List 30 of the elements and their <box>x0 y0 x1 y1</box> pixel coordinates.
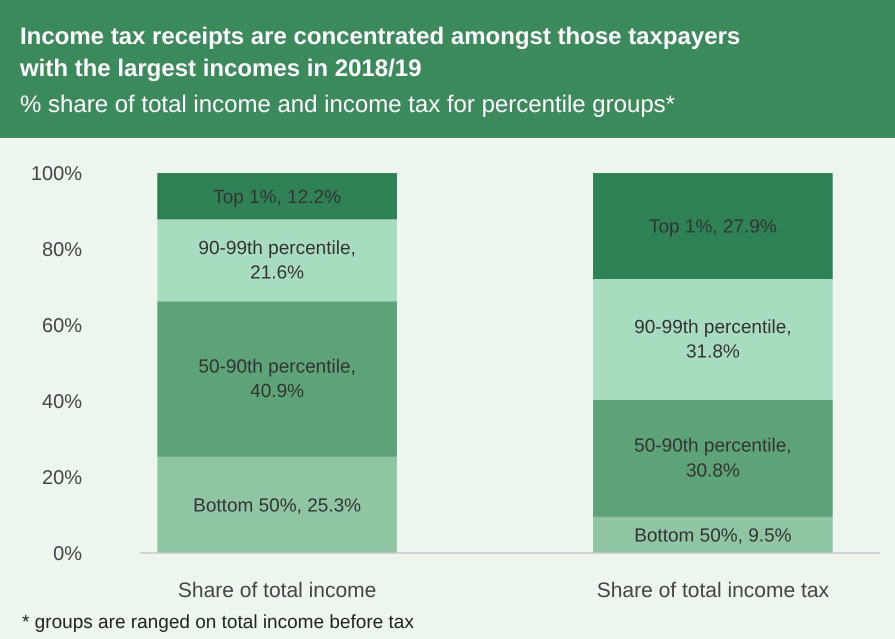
text: 90-99th percentile, <box>634 316 792 338</box>
data-label: 40.9% <box>250 381 304 402</box>
bar <box>157 219 397 302</box>
data-label: 21.6% <box>250 262 304 284</box>
y-tick-label: 80% <box>42 239 82 261</box>
chart-title: Income tax receipts are concentrated amongst those taxpayers with the largest incomes in 2018/19 <box>19 23 740 82</box>
y-tick-label: 0% <box>53 543 82 565</box>
data-label: 31.8% <box>686 341 740 362</box>
bar <box>593 400 833 517</box>
y-tick-label: 60% <box>42 315 82 337</box>
bar <box>593 173 833 280</box>
text: Bottom 50%, 9.5% <box>634 526 792 547</box>
y-tick-label: 40% <box>42 391 82 413</box>
y-tick-label: 20% <box>42 467 82 489</box>
text: Top 1%, 12.2% <box>213 186 342 208</box>
bar <box>593 279 833 400</box>
text: Top 1%, 27.9% <box>648 216 777 238</box>
series-label: 50-90th percentile, <box>634 436 792 457</box>
text: Bottom 50%, 25.3% <box>193 496 362 517</box>
data-label: 30.8% <box>686 460 740 482</box>
chart-subtitle: % share of total income and income tax for percentile groups* <box>20 91 676 118</box>
text: 50-90th percentile, <box>198 356 356 378</box>
series-label: 90-99th percentile, <box>198 238 356 259</box>
x-tick-label: Share of total income tax <box>596 579 830 602</box>
y-tick-label: 100% <box>30 163 82 185</box>
x-tick-label: Share of total income <box>178 579 376 602</box>
bar <box>157 301 397 457</box>
bar <box>157 173 397 220</box>
bar <box>157 456 397 553</box>
text: * groups are ranged on total income before tax <box>22 612 414 633</box>
